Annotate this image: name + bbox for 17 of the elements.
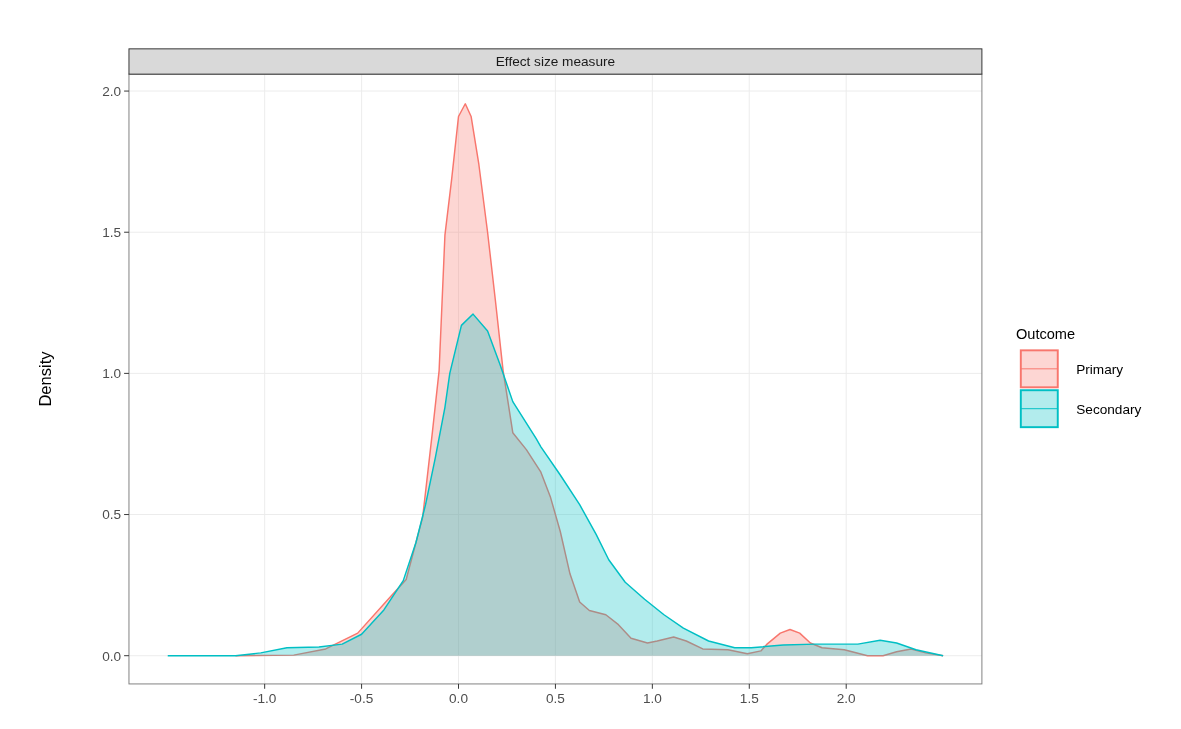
x-tick-label: 1.5 <box>739 691 759 707</box>
legend-label: Secondary <box>1076 401 1142 417</box>
x-tick-label: 2.0 <box>836 691 857 707</box>
x-tick-label: 1.0 <box>642 691 663 707</box>
y-tick-label: 0.0 <box>102 648 122 664</box>
x-tick-label: 0.0 <box>449 691 469 707</box>
legend-label: Primary <box>1076 361 1124 377</box>
x-tick-label: 0.5 <box>545 691 565 707</box>
chart-title: Effect size measure <box>495 54 616 70</box>
x-tick-label: -0.5 <box>349 691 374 707</box>
y-tick-label: 2.0 <box>102 83 122 99</box>
legend-title: Outcome <box>1015 325 1076 342</box>
y-tick-label: 0.5 <box>102 507 122 523</box>
x-tick-label: -1.0 <box>252 691 277 707</box>
y-axis-title: Density <box>36 350 56 407</box>
y-tick-label: 1.5 <box>102 225 122 241</box>
y-tick-label: 1.0 <box>102 366 122 382</box>
